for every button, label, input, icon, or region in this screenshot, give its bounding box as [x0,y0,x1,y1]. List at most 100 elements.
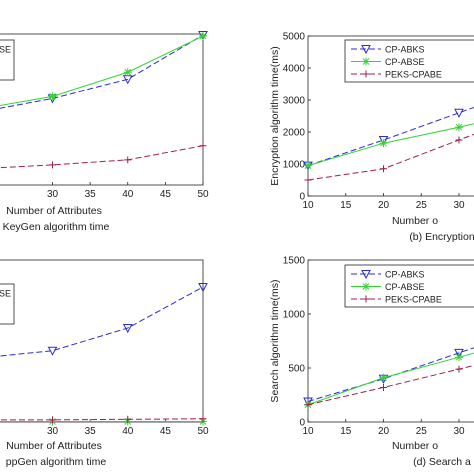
legend-label: PEKS-CPABE [385,70,442,80]
y-tick-label: 1000 [283,310,306,321]
data-point [304,176,312,184]
y-tick-label: 1500 [283,256,306,267]
legend-label: BSE [0,45,11,55]
data-point [455,123,463,132]
data-point [455,365,463,373]
legend-label: CP-ABSE [385,57,425,67]
x-tick-label: 45 [160,189,172,200]
x-tick-label: 30 [453,426,465,437]
x-tick-label: 50 [197,426,209,437]
x-tick-label: 25 [416,200,428,211]
legend-box [0,39,15,81]
x-tick-label: 30 [453,200,465,211]
series-peks-cpabe [0,415,207,424]
series-line [0,286,204,357]
legend: CP-ABKS CP-ABSE PEKS-CPABE [344,264,474,308]
y-tick-label: 500 [288,364,305,375]
series-cp-abse [0,32,207,107]
data-point [379,373,388,382]
data-point [48,92,57,101]
legend-marker [362,295,370,303]
data-point [455,136,463,144]
data-point [199,32,207,41]
series-peks-cpabe [304,133,474,184]
y-axis-label: Encryption algorithm time(ms) [269,46,281,185]
legend-marker [362,57,370,66]
x-axis-label: Number of Attributes [6,440,102,452]
legend-marker [361,270,371,280]
y-axis-label: Search algorithm time(ms) [269,279,281,402]
x-tick-label: 30 [47,189,59,200]
series-peks-cpabe [304,364,474,409]
series-line [0,418,204,421]
series-line [0,35,204,107]
data-point [455,353,463,362]
plot-frame [0,33,204,186]
series-cp-abks [0,283,208,357]
legend-label: CP-ABKS [385,270,425,280]
x-tick-label: 20 [378,426,390,437]
data-point [378,136,389,146]
y-tick-label: 3000 [283,96,306,107]
x-axis-label: Number of Attributes [6,205,102,217]
x-axis-label: Number o [392,440,438,452]
legend-marker [362,282,370,291]
data-point [454,348,464,358]
x-axis-label: Number o [392,215,438,227]
plot-frame [0,259,204,423]
legend-label: CP-ABKS [385,45,425,55]
data-point [454,108,464,118]
y-tick-label: 2000 [283,128,306,139]
legend: BSE [0,283,15,325]
legend-marker [361,45,371,55]
y-tick-label: 5000 [283,32,306,43]
series-line [0,145,204,169]
data-point [199,142,207,150]
data-point [49,161,56,169]
x-tick-label: 35 [85,426,97,437]
data-point [303,397,313,407]
legend-marker [362,70,370,78]
legend: CP-ABKS CP-ABSE PEKS-CPABE [344,39,474,83]
data-point [199,415,207,423]
panel-caption: ppGen algorithm time [6,456,107,468]
panel-caption: (b) Encryption [409,231,474,243]
series-peks-cpabe [0,142,207,169]
y-tick-label: 0 [299,418,305,429]
x-tick-label: 15 [340,200,352,211]
x-tick-label: 45 [160,426,172,437]
panel-caption: KeyGen algorithm time [3,221,110,233]
x-tick-label: 30 [47,426,59,437]
chart-panel-a: 30 35 40 45 50 BSE Number of Attributes KeyGen … [0,31,209,233]
data-point [47,346,58,356]
data-point [304,161,312,170]
x-tick-label: 20 [378,200,390,211]
series-line [0,34,204,109]
x-tick-label: 40 [122,189,134,200]
y-tick-label: 1000 [283,160,306,171]
x-tick-label: 40 [122,426,134,437]
data-point [122,324,133,334]
legend: BSE [0,39,15,81]
x-tick-label: 25 [416,426,428,437]
data-point [380,165,387,173]
legend-label: BSE [0,289,11,299]
x-tick-label: 35 [85,189,97,200]
data-point [124,156,132,164]
legend-label: CP-ABSE [385,282,425,292]
chart-panel-b: 10 15 20 25 30010002000300040005000CP-ABKSCP… [269,32,474,243]
data-point [123,68,132,77]
y-tick-label: 0 [299,192,305,203]
panel-caption: (d) Search a [413,456,471,468]
legend-label: PEKS-CPABE [385,295,442,305]
chart-panel-d: 10 15 20 25 30 0 500 1000 1500 CP-ABKS CP-ABSE PEKS… [269,256,474,468]
data-point [304,401,312,409]
data-point [379,139,388,148]
x-tick-label: 10 [302,200,314,211]
x-tick-label: 50 [197,189,209,200]
series-line [307,347,474,402]
series-cp-abse [304,123,474,170]
data-point [124,415,132,423]
data-point [49,416,56,424]
